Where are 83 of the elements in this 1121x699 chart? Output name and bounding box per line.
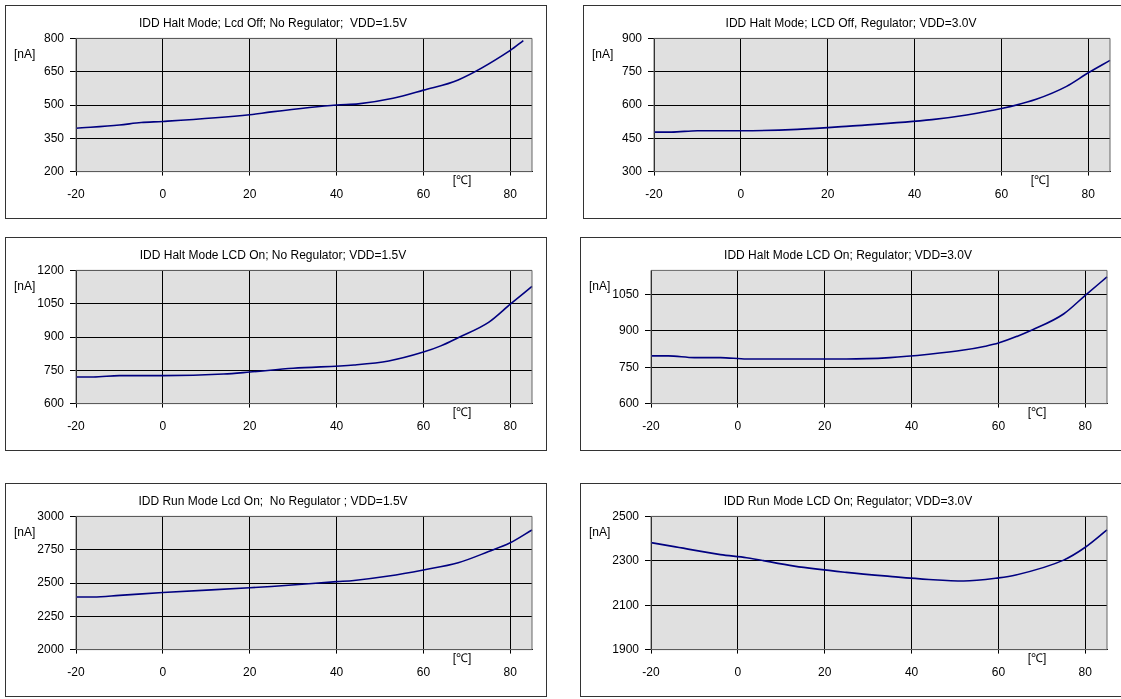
- y-axis-title: [nA]: [14, 46, 36, 61]
- x-tick-label: 80: [503, 419, 518, 434]
- x-tick-label: 20: [243, 665, 257, 680]
- x-tick-label: 20: [818, 665, 832, 680]
- x-tick-label: 60: [416, 187, 431, 202]
- y-tick-label: 350: [43, 130, 65, 145]
- y-tick-label: 650: [43, 64, 65, 79]
- y-tick-label: 500: [43, 97, 65, 112]
- y-tick-label: 1200: [37, 262, 65, 277]
- x-tick-label: 0: [737, 187, 745, 202]
- y-axis-title: [nA]: [14, 278, 36, 293]
- x-tick-label: 60: [991, 665, 1006, 680]
- y-axis-title: [nA]: [589, 278, 611, 293]
- y-tick-label: 2300: [612, 553, 640, 568]
- x-tick-label: 40: [904, 419, 919, 434]
- y-tick-label: 450: [621, 130, 643, 145]
- x-tick-label: 40: [329, 187, 344, 202]
- x-tick-label: 20: [821, 187, 835, 202]
- x-tick-label: 80: [503, 187, 518, 202]
- chart-title: IDD Run Mode LCD On; Regulator; VDD=3.0V: [723, 493, 973, 508]
- x-tick-label: 60: [994, 187, 1009, 202]
- line-series: [75, 39, 525, 130]
- x-tick-label: 20: [243, 419, 257, 434]
- x-tick-label: 20: [818, 419, 832, 434]
- y-tick-label: 3000: [37, 508, 65, 523]
- y-tick-label: 2100: [612, 597, 640, 612]
- x-axis-title: [℃]: [1027, 650, 1047, 665]
- chart-title: IDD Run Mode Lcd On; No Regulator ; VDD=1.5V: [138, 493, 408, 508]
- y-tick-label: 750: [621, 64, 643, 79]
- y-tick-label: 600: [618, 395, 640, 410]
- x-tick-label: 40: [329, 419, 344, 434]
- y-tick-label: 900: [43, 329, 65, 344]
- x-tick-label: 0: [159, 187, 167, 202]
- y-tick-label: 900: [618, 323, 640, 338]
- x-tick-label: 60: [416, 665, 431, 680]
- y-axis-title: [nA]: [592, 46, 614, 61]
- x-tick-label: 80: [1078, 419, 1093, 434]
- x-tick-label: 20: [243, 187, 257, 202]
- y-tick-label: 1900: [612, 641, 640, 656]
- y-axis-title: [nA]: [589, 524, 611, 539]
- x-tick-label: 40: [329, 665, 344, 680]
- y-tick-label: 300: [621, 163, 643, 178]
- y-tick-label: 2250: [37, 608, 65, 623]
- x-tick-label: -20: [67, 187, 85, 202]
- y-axis-title: [nA]: [14, 524, 36, 539]
- x-tick-label: 0: [734, 419, 742, 434]
- x-axis-title: [℃]: [452, 404, 472, 419]
- y-tick-label: 900: [621, 30, 643, 45]
- chart-title: IDD Halt Mode LCD On; Regulator; VDD=3.0V: [724, 247, 972, 262]
- chart-title: IDD Halt Mode LCD On; No Regulator; VDD=1.5V: [139, 247, 407, 262]
- x-tick-label: 80: [1078, 665, 1093, 680]
- y-tick-label: 600: [621, 97, 643, 112]
- x-axis-title: [℃]: [1030, 172, 1050, 187]
- x-tick-label: 80: [503, 665, 518, 680]
- chart-title: IDD Halt Mode; LCD Off, Regulator; VDD=3.0V: [725, 15, 977, 30]
- x-tick-label: 0: [159, 665, 167, 680]
- x-axis-title: [℃]: [1027, 404, 1047, 419]
- y-tick-label: 2500: [612, 508, 640, 523]
- y-tick-label: 750: [43, 362, 65, 377]
- x-tick-label: -20: [642, 419, 660, 434]
- x-tick-label: 40: [907, 187, 922, 202]
- y-tick-label: 1050: [612, 286, 640, 301]
- x-tick-label: 80: [1081, 187, 1096, 202]
- x-axis-title: [℃]: [452, 650, 472, 665]
- y-tick-label: 600: [43, 395, 65, 410]
- x-tick-label: 60: [991, 419, 1006, 434]
- y-tick-label: 750: [618, 359, 640, 374]
- y-tick-label: 2000: [37, 641, 65, 656]
- x-tick-label: -20: [67, 419, 85, 434]
- x-tick-label: -20: [642, 665, 660, 680]
- y-tick-label: 1050: [37, 296, 65, 311]
- x-tick-label: -20: [645, 187, 663, 202]
- x-axis-title: [℃]: [452, 172, 472, 187]
- chart-title: IDD Halt Mode; Lcd Off; No Regulator; VDD=1.5V: [138, 15, 408, 30]
- x-tick-label: 60: [416, 419, 431, 434]
- y-tick-label: 200: [43, 163, 65, 178]
- x-tick-label: 0: [159, 419, 167, 434]
- y-tick-label: 2750: [37, 542, 65, 557]
- y-tick-label: 800: [43, 30, 65, 45]
- x-tick-label: 0: [734, 665, 742, 680]
- x-tick-label: 40: [904, 665, 919, 680]
- x-tick-label: -20: [67, 665, 85, 680]
- y-tick-label: 2500: [37, 575, 65, 590]
